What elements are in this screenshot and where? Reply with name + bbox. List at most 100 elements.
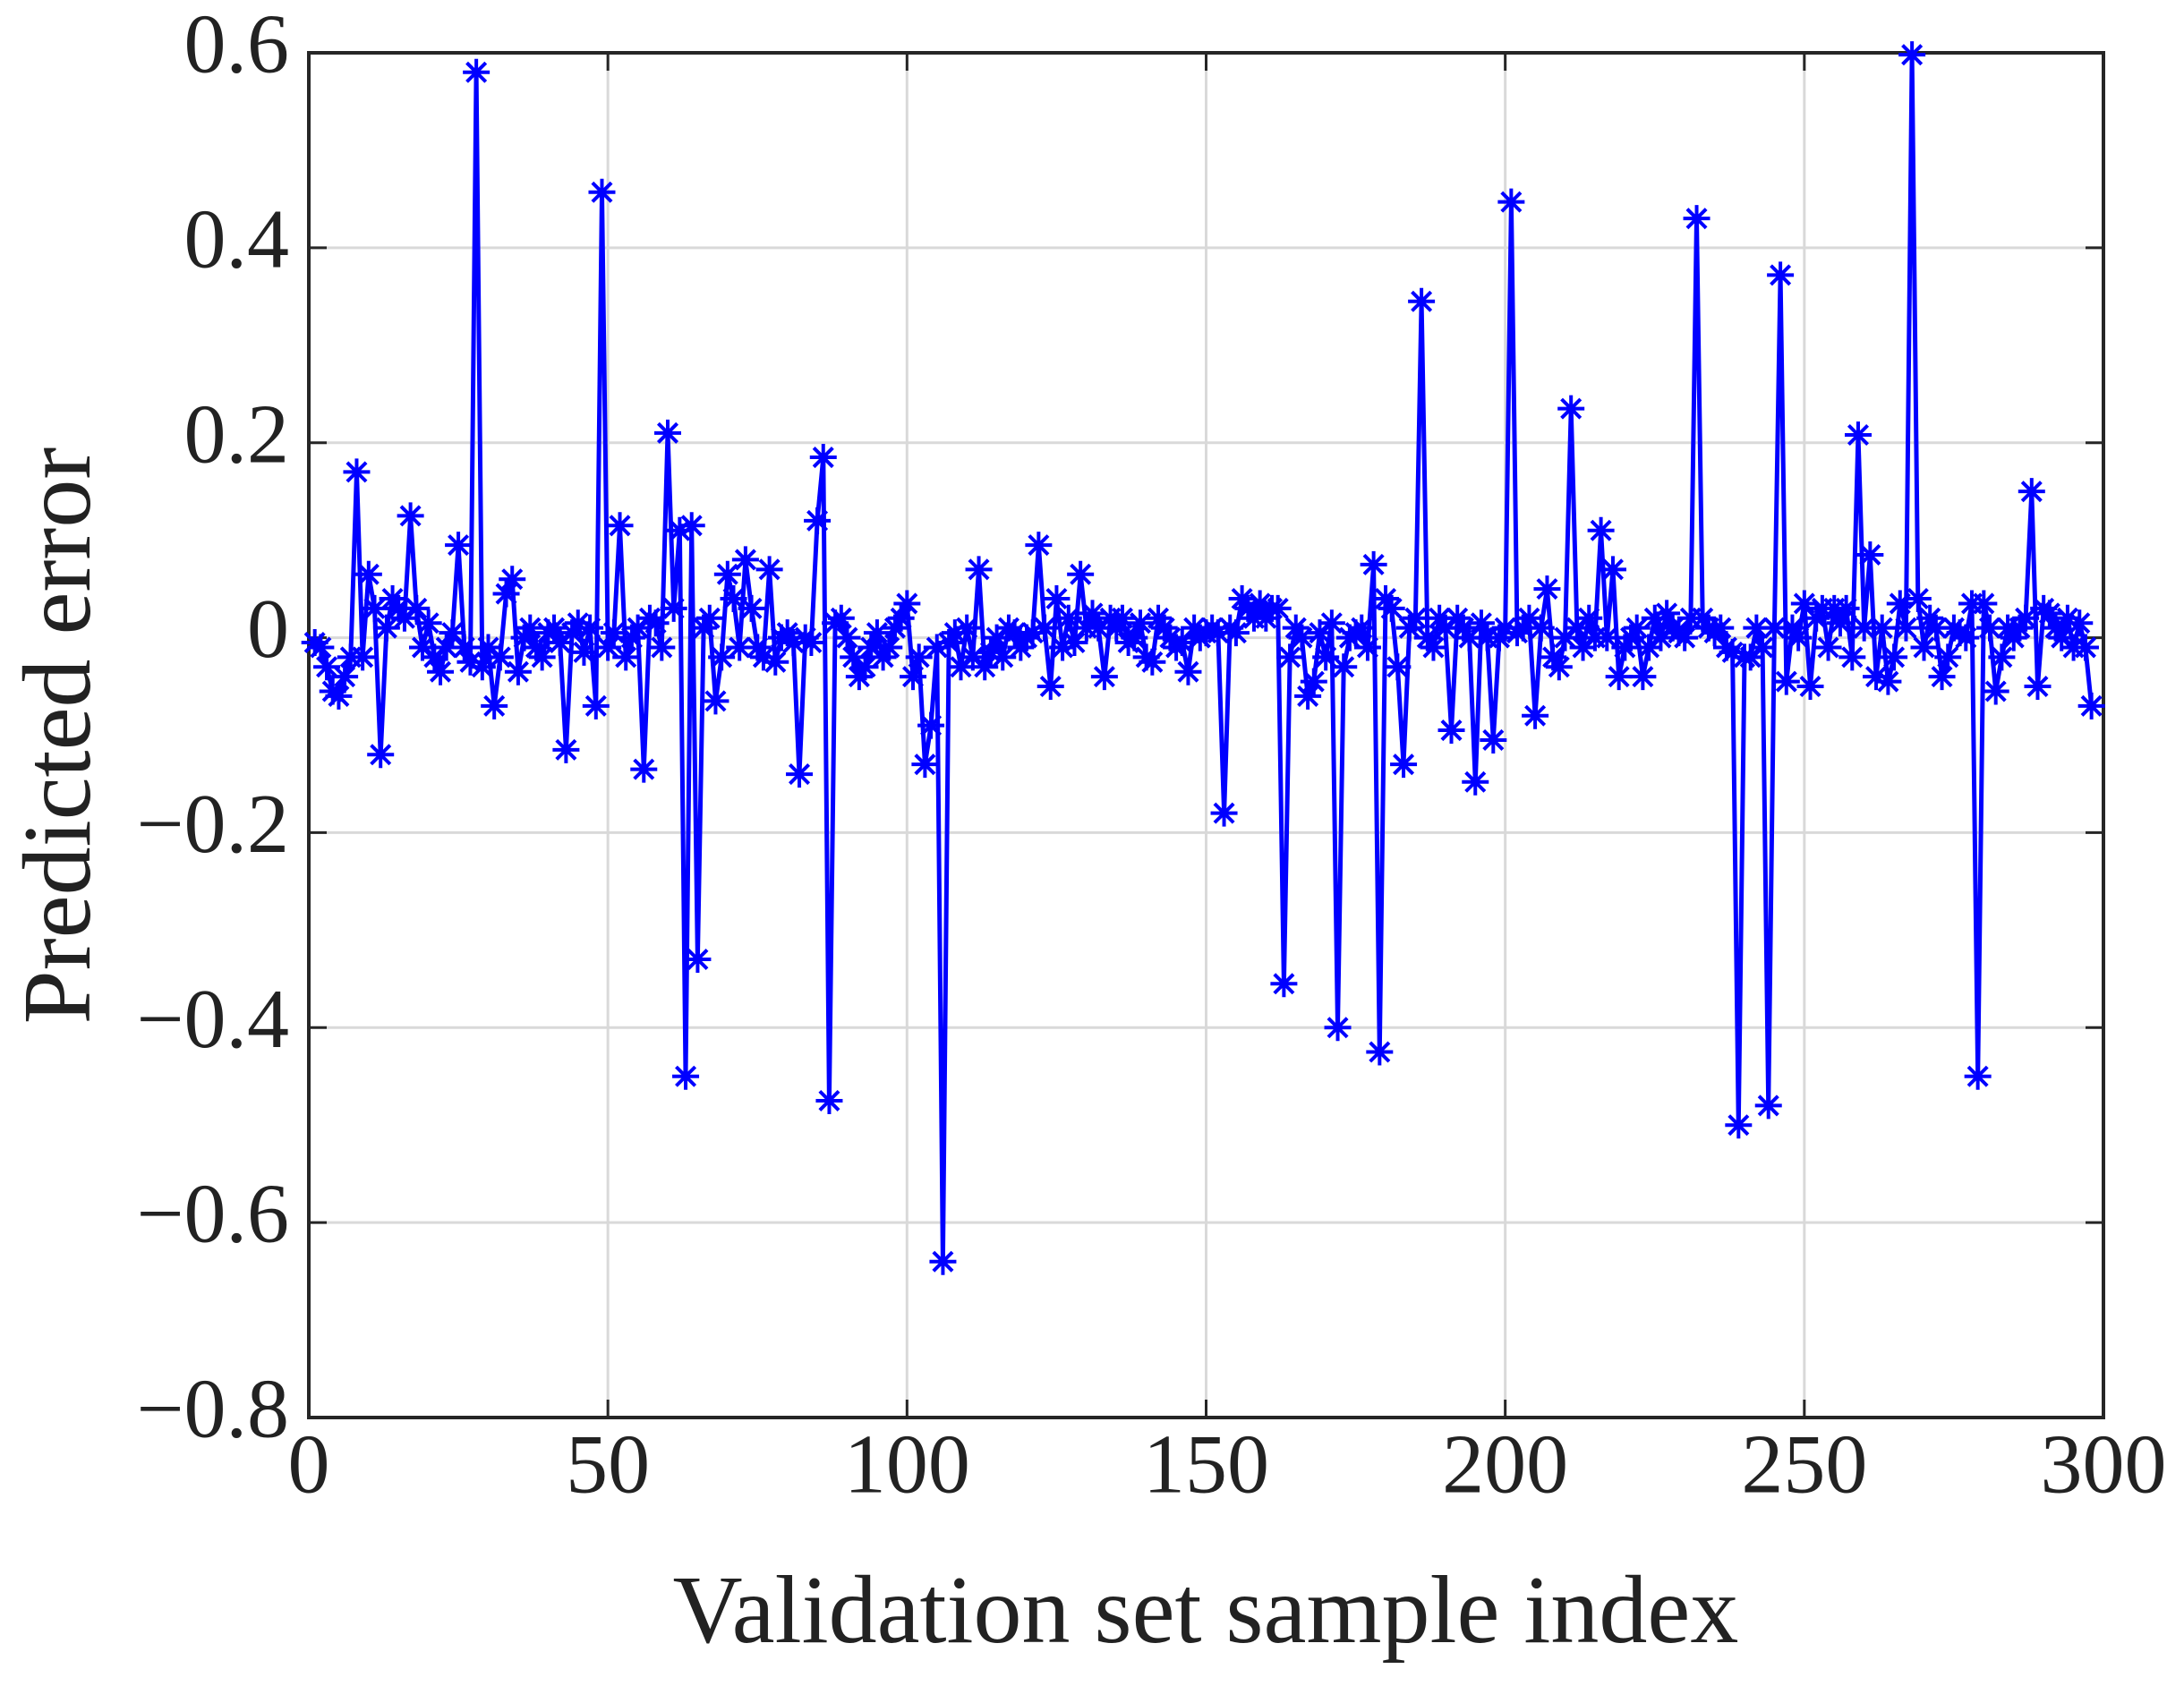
marker (1916, 604, 1944, 632)
marker (1480, 726, 1507, 754)
marker (1449, 614, 1477, 642)
marker (2071, 634, 2099, 661)
marker (325, 682, 353, 710)
marker (672, 1062, 700, 1090)
marker (1892, 614, 1920, 642)
marker (570, 638, 598, 666)
marker (666, 516, 694, 544)
y-tick-label: −0.8 (136, 1363, 289, 1456)
marker (923, 634, 951, 661)
marker (1545, 653, 1573, 681)
marker (1826, 609, 1854, 637)
marker (1832, 594, 1860, 622)
marker (1049, 634, 1077, 661)
marker (390, 604, 418, 632)
marker (1563, 614, 1591, 642)
marker (1318, 609, 1345, 637)
marker (1031, 614, 1059, 642)
marker (421, 643, 448, 671)
marker (1037, 673, 1064, 701)
marker (965, 556, 993, 583)
marker (630, 755, 658, 783)
marker (1455, 624, 1483, 651)
marker (1767, 261, 1795, 289)
y-axis-label: Predicted error (4, 447, 111, 1025)
marker (1090, 663, 1118, 691)
x-tick-label: 300 (2041, 1418, 2167, 1511)
marker (905, 643, 933, 671)
marker (1497, 188, 1525, 216)
marker (1408, 287, 1436, 315)
marker (2018, 478, 2045, 506)
y-tick-label: 0 (247, 583, 289, 676)
marker (738, 594, 765, 622)
marker (833, 624, 861, 651)
marker (929, 1247, 957, 1275)
marker (1126, 609, 1154, 637)
marker (397, 502, 424, 530)
marker (1276, 643, 1304, 671)
marker (492, 580, 520, 608)
marker (2048, 624, 2076, 651)
y-tick-label: 0.2 (184, 387, 290, 481)
marker (1689, 604, 1717, 632)
marker (1007, 634, 1035, 661)
marker (1868, 614, 1896, 642)
marker (1587, 516, 1615, 544)
marker (744, 634, 772, 661)
marker (624, 614, 652, 642)
marker (541, 614, 568, 642)
marker (2035, 600, 2063, 627)
marker (947, 653, 975, 681)
marker (1976, 614, 2004, 642)
marker (1372, 585, 1399, 612)
marker (1844, 422, 1872, 448)
marker (559, 619, 586, 647)
marker (1874, 668, 1902, 695)
x-tick-label: 200 (1442, 1418, 1568, 1511)
marker (773, 619, 801, 647)
marker (372, 614, 400, 642)
y-tick-label: −0.4 (136, 973, 289, 1066)
marker (863, 619, 891, 647)
marker (1204, 619, 1232, 647)
marker (1402, 604, 1429, 632)
marker (1264, 594, 1292, 622)
marker (1540, 643, 1567, 671)
marker (1228, 585, 1256, 612)
marker (1252, 604, 1280, 632)
marker (1378, 594, 1405, 622)
marker (1982, 677, 2009, 705)
y-tick-label: 0.6 (184, 0, 290, 91)
marker (1856, 541, 1884, 568)
marker (1928, 663, 1956, 691)
marker (1288, 624, 1316, 651)
x-axis-label: Validation set sample index (673, 1557, 1739, 1664)
y-tick-label: −0.6 (136, 1168, 289, 1261)
marker (379, 585, 406, 612)
marker (1300, 668, 1327, 695)
marker (1653, 600, 1681, 627)
marker (432, 634, 460, 661)
marker (1671, 624, 1699, 651)
marker (642, 609, 670, 637)
marker (1420, 634, 1447, 661)
marker (977, 638, 1004, 666)
marker (1964, 1062, 1992, 1090)
marker (408, 634, 436, 661)
marker (1605, 663, 1633, 691)
marker (1067, 560, 1095, 588)
x-tick-label: 150 (1143, 1418, 1269, 1511)
marker (439, 619, 466, 647)
marker (935, 629, 963, 657)
marker (780, 629, 807, 657)
marker (660, 594, 687, 622)
marker (2012, 604, 2040, 632)
marker (840, 643, 867, 671)
marker (1988, 643, 2016, 671)
marker (474, 634, 502, 661)
marker (953, 614, 981, 642)
marker (594, 634, 622, 661)
marker (612, 643, 640, 671)
marker (588, 178, 616, 206)
